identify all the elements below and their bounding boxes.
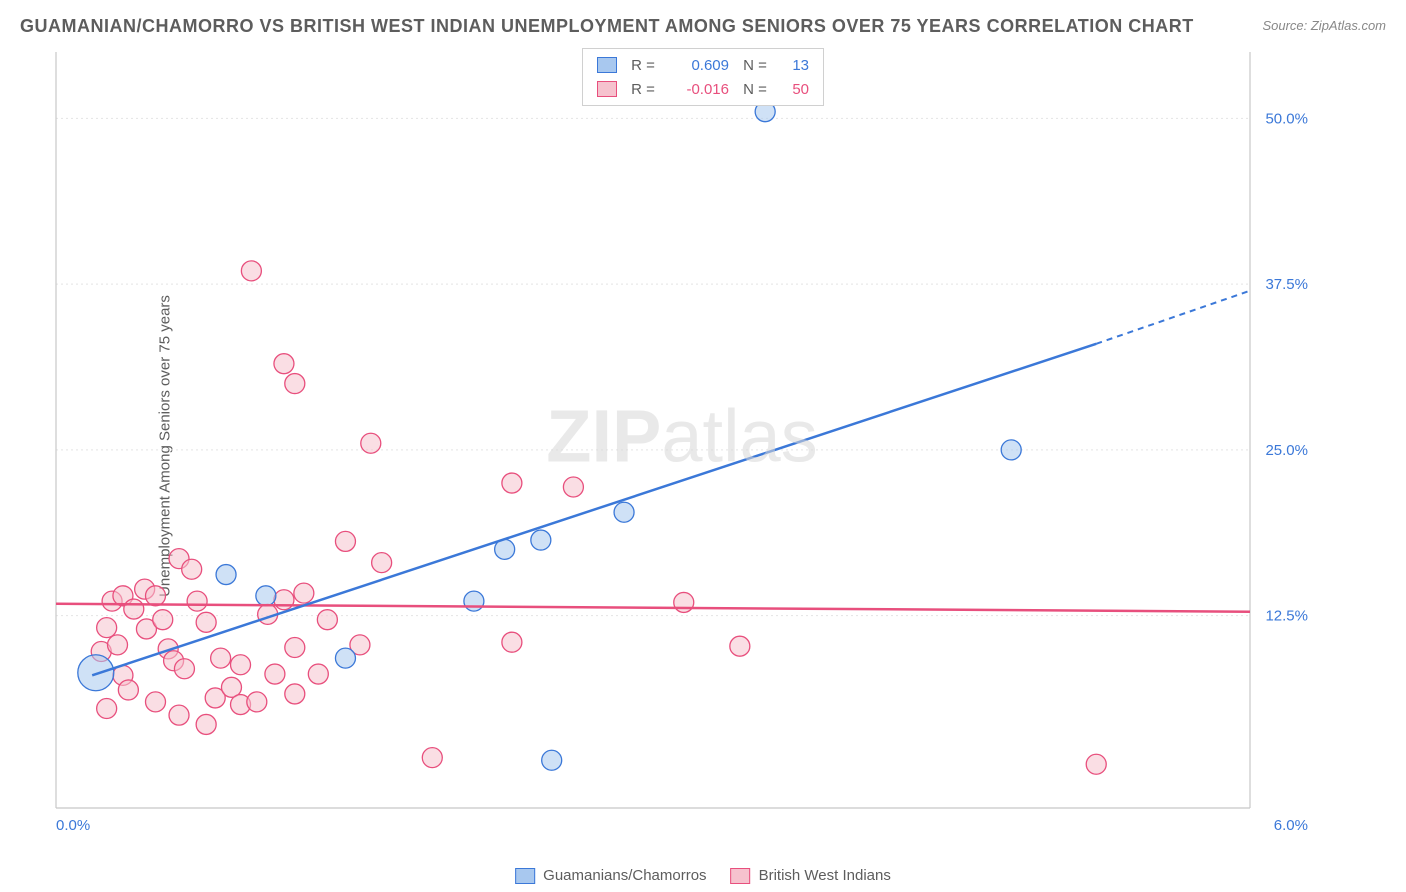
n-label: N = — [739, 81, 771, 98]
plot-area: ZIPatlas 12.5%25.0%37.5%50.0%0.0%6.0% — [52, 48, 1312, 838]
legend-label-guam: Guamanians/Chamorros — [543, 867, 706, 884]
svg-text:37.5%: 37.5% — [1265, 276, 1308, 293]
svg-text:25.0%: 25.0% — [1265, 442, 1308, 459]
swatch-bwi — [597, 81, 617, 97]
svg-text:0.0%: 0.0% — [56, 817, 90, 834]
swatch-guam — [515, 868, 535, 884]
svg-text:12.5%: 12.5% — [1265, 608, 1308, 625]
svg-text:50.0%: 50.0% — [1265, 110, 1308, 127]
source-attribution: Source: ZipAtlas.com — [1262, 18, 1386, 33]
legend-item-guam: Guamanians/Chamorros — [515, 867, 706, 884]
n-label: N = — [739, 57, 771, 74]
swatch-guam — [597, 57, 617, 73]
r-label: R = — [627, 57, 659, 74]
legend-label-bwi: British West Indians — [759, 867, 891, 884]
r-value-guam: 0.609 — [669, 57, 729, 74]
chart-title: GUAMANIAN/CHAMORRO VS BRITISH WEST INDIA… — [20, 16, 1194, 37]
scatter-plot: 12.5% 25.0% 37.5% 50.0% 0.0% 6.0% — [52, 48, 1312, 838]
n-value-bwi: 50 — [781, 81, 809, 98]
legend-row-guam: R = 0.609 N = 13 — [597, 53, 809, 77]
correlation-legend: R = 0.609 N = 13 R = -0.016 N = 50 — [582, 48, 824, 106]
swatch-bwi — [731, 868, 751, 884]
r-value-bwi: -0.016 — [669, 81, 729, 98]
r-label: R = — [627, 81, 659, 98]
legend-item-bwi: British West Indians — [731, 867, 891, 884]
svg-text:6.0%: 6.0% — [1274, 817, 1308, 834]
series-legend: Guamanians/Chamorros British West Indian… — [515, 867, 891, 884]
legend-row-bwi: R = -0.016 N = 50 — [597, 77, 809, 101]
n-value-guam: 13 — [781, 57, 809, 74]
